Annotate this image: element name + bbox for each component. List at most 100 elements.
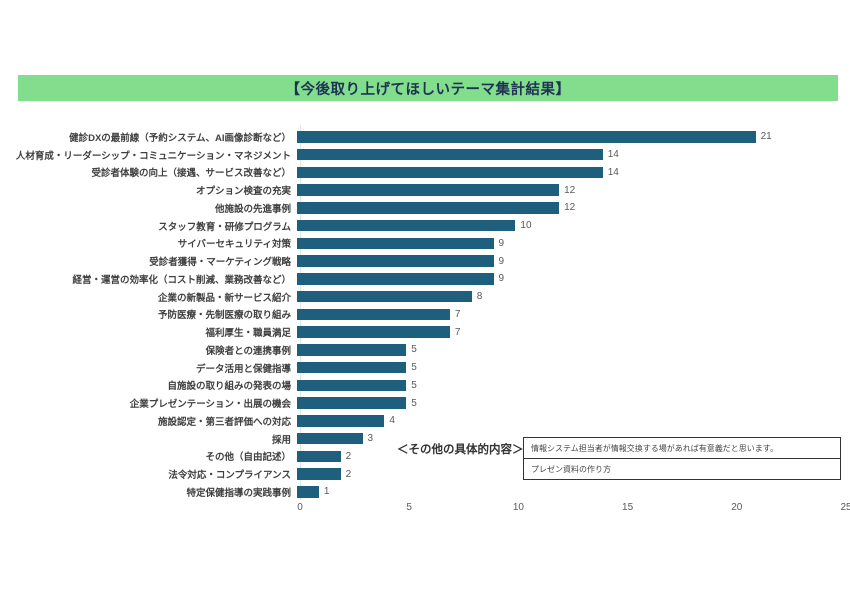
category-label: 自施設の取り組みの発表の場 bbox=[167, 381, 291, 393]
bar-track: 3 bbox=[297, 432, 850, 445]
bar bbox=[297, 486, 319, 498]
bar-row: 他施設の先進事例 12 bbox=[0, 199, 850, 217]
bar-row: 企業の新製品・新サービス紹介 8 bbox=[0, 288, 850, 306]
other-details-item: プレゼン資料の作り方 bbox=[531, 465, 611, 474]
bar-value-label: 14 bbox=[607, 149, 619, 161]
category-label: 施設認定・第三者評価への対応 bbox=[157, 416, 291, 428]
bar bbox=[297, 166, 603, 179]
bar bbox=[297, 255, 494, 267]
bar bbox=[297, 290, 472, 303]
bar-row: 保険者との連携事例 5 bbox=[0, 341, 850, 359]
category-label: 企業プレゼンテーション・出展の機会 bbox=[129, 399, 291, 411]
bar bbox=[297, 432, 363, 445]
x-axis-tick-label: 25 bbox=[840, 502, 850, 513]
bar bbox=[297, 131, 756, 143]
bar-track: 8 bbox=[297, 290, 850, 303]
category-label: 特定保健指導の実践事例 bbox=[186, 487, 291, 499]
bar-track: 2 bbox=[297, 450, 850, 463]
bar-value-label: 8 bbox=[476, 291, 483, 303]
bar bbox=[297, 361, 407, 374]
bar bbox=[297, 326, 450, 338]
x-axis-tick-label: 5 bbox=[406, 502, 412, 513]
bar-value-label: 10 bbox=[520, 220, 532, 232]
bar bbox=[297, 397, 407, 409]
bar-track: 9 bbox=[297, 255, 850, 267]
bar-track: 12 bbox=[297, 184, 850, 196]
bar bbox=[297, 219, 516, 232]
bar-row: その他（自由記述） 2 bbox=[0, 448, 850, 466]
bar-chart: 健診DXの最前線（予約システム、AI画像診断など） 21 人材育成・リーダーシップ・… bbox=[0, 128, 850, 501]
x-axis-tick-label: 10 bbox=[512, 502, 524, 513]
bar-value-label: 7 bbox=[454, 308, 461, 320]
bar-row: スタッフ教育・研修プログラム 10 bbox=[0, 217, 850, 235]
bar-value-label: 1 bbox=[323, 486, 330, 498]
bar-row: 法令対応・コンプライアンス 2 bbox=[0, 465, 850, 483]
category-label: サイバーセキュリティ対策 bbox=[177, 239, 291, 251]
bar-row: 福利厚生・職員満足 7 bbox=[0, 323, 850, 341]
bar-value-label: 9 bbox=[498, 255, 505, 267]
x-axis: 0 5 10 15 20 25 bbox=[0, 502, 850, 518]
bar-row: 受診者獲得・マーケティング戦略 9 bbox=[0, 252, 850, 270]
bar bbox=[297, 202, 560, 214]
bar-value-label: 5 bbox=[411, 344, 417, 356]
bar-row: データ活用と保健指導 5 bbox=[0, 359, 850, 377]
bar-track: 14 bbox=[297, 166, 850, 179]
bar bbox=[297, 308, 450, 321]
bar-row: オプション検査の充実 12 bbox=[0, 181, 850, 199]
bar-track: 10 bbox=[297, 219, 850, 232]
category-label: 受診者獲得・マーケティング戦略 bbox=[149, 257, 291, 269]
bar bbox=[297, 450, 341, 463]
category-label: オプション検査の充実 bbox=[195, 186, 291, 198]
bar-value-label: 12 bbox=[564, 184, 576, 196]
bar-track: 5 bbox=[297, 344, 850, 356]
bar-row: 人材育成・リーダーシップ・コミュニケーション・マネジメント 14 bbox=[0, 146, 850, 164]
bar-row: 経営・運営の効率化（コスト削減、業務改善など） 9 bbox=[0, 270, 850, 288]
bar-track: 9 bbox=[297, 273, 850, 285]
bar-track: 4 bbox=[297, 415, 850, 427]
bar-track: 21 bbox=[297, 131, 850, 143]
category-label: 予防医療・先制医療の取り組み bbox=[157, 310, 291, 322]
other-details-item: 情報システム担当者が情報交換する場があれば有意義だと思います。 bbox=[524, 438, 840, 459]
bar-track: 12 bbox=[297, 202, 850, 214]
bar bbox=[297, 273, 494, 285]
category-label: その他（自由記述） bbox=[205, 452, 291, 464]
bar-row: 採用 3 bbox=[0, 430, 850, 448]
other-details-label: ＜その他の具体的内容＞ bbox=[397, 444, 524, 456]
category-label: 保険者との連携事例 bbox=[205, 345, 291, 357]
bar bbox=[297, 415, 385, 427]
bar-value-label: 5 bbox=[411, 362, 417, 374]
bar-value-label: 3 bbox=[367, 433, 374, 445]
chart-title: 【今後取り上げてほしいテーマ集計結果】 bbox=[285, 81, 571, 98]
bar bbox=[297, 184, 560, 196]
bar-row: 自施設の取り組みの発表の場 5 bbox=[0, 377, 850, 395]
category-label: 採用 bbox=[271, 434, 291, 446]
category-label: データ活用と保健指導 bbox=[195, 363, 291, 375]
bar-row: 健診DXの最前線（予約システム、AI画像診断など） 21 bbox=[0, 128, 850, 146]
bar-row: 特定保健指導の実践事例 1 bbox=[0, 483, 850, 501]
x-axis-tick-label: 20 bbox=[731, 502, 743, 513]
bar-row: 施設認定・第三者評価への対応 4 bbox=[0, 412, 850, 430]
bar-track: 1 bbox=[297, 486, 850, 498]
bar-value-label: 2 bbox=[345, 468, 352, 480]
category-label: 法令対応・コンプライアンス bbox=[168, 470, 291, 482]
bar-row: サイバーセキュリティ対策 9 bbox=[0, 235, 850, 253]
bar-row: 受診者体験の向上（接遇、サービス改善など） 14 bbox=[0, 164, 850, 182]
category-label: 受診者体験の向上（接遇、サービス改善など） bbox=[91, 168, 291, 180]
category-label: 他施設の先進事例 bbox=[214, 203, 291, 215]
bar-value-label: 14 bbox=[607, 166, 619, 178]
bar-track: 7 bbox=[297, 308, 850, 321]
bar-value-label: 21 bbox=[760, 131, 772, 143]
category-label: 企業の新製品・新サービス紹介 bbox=[157, 292, 291, 304]
bar bbox=[297, 379, 407, 392]
bar-value-label: 9 bbox=[498, 237, 505, 249]
bar-track: 5 bbox=[297, 361, 850, 374]
other-details-box: 情報システム担当者が情報交換する場があれば有意義だと思います。 プレゼン資料の作… bbox=[523, 437, 841, 480]
category-label: 福利厚生・職員満足 bbox=[205, 328, 291, 340]
bar-row: 企業プレゼンテーション・出展の機会 5 bbox=[0, 394, 850, 412]
category-label: スタッフ教育・研修プログラム bbox=[158, 221, 291, 233]
bar bbox=[297, 344, 407, 356]
bar bbox=[297, 237, 494, 250]
bar-value-label: 5 bbox=[411, 397, 417, 409]
bar-value-label: 9 bbox=[498, 273, 505, 285]
bar-value-label: 7 bbox=[454, 326, 461, 338]
